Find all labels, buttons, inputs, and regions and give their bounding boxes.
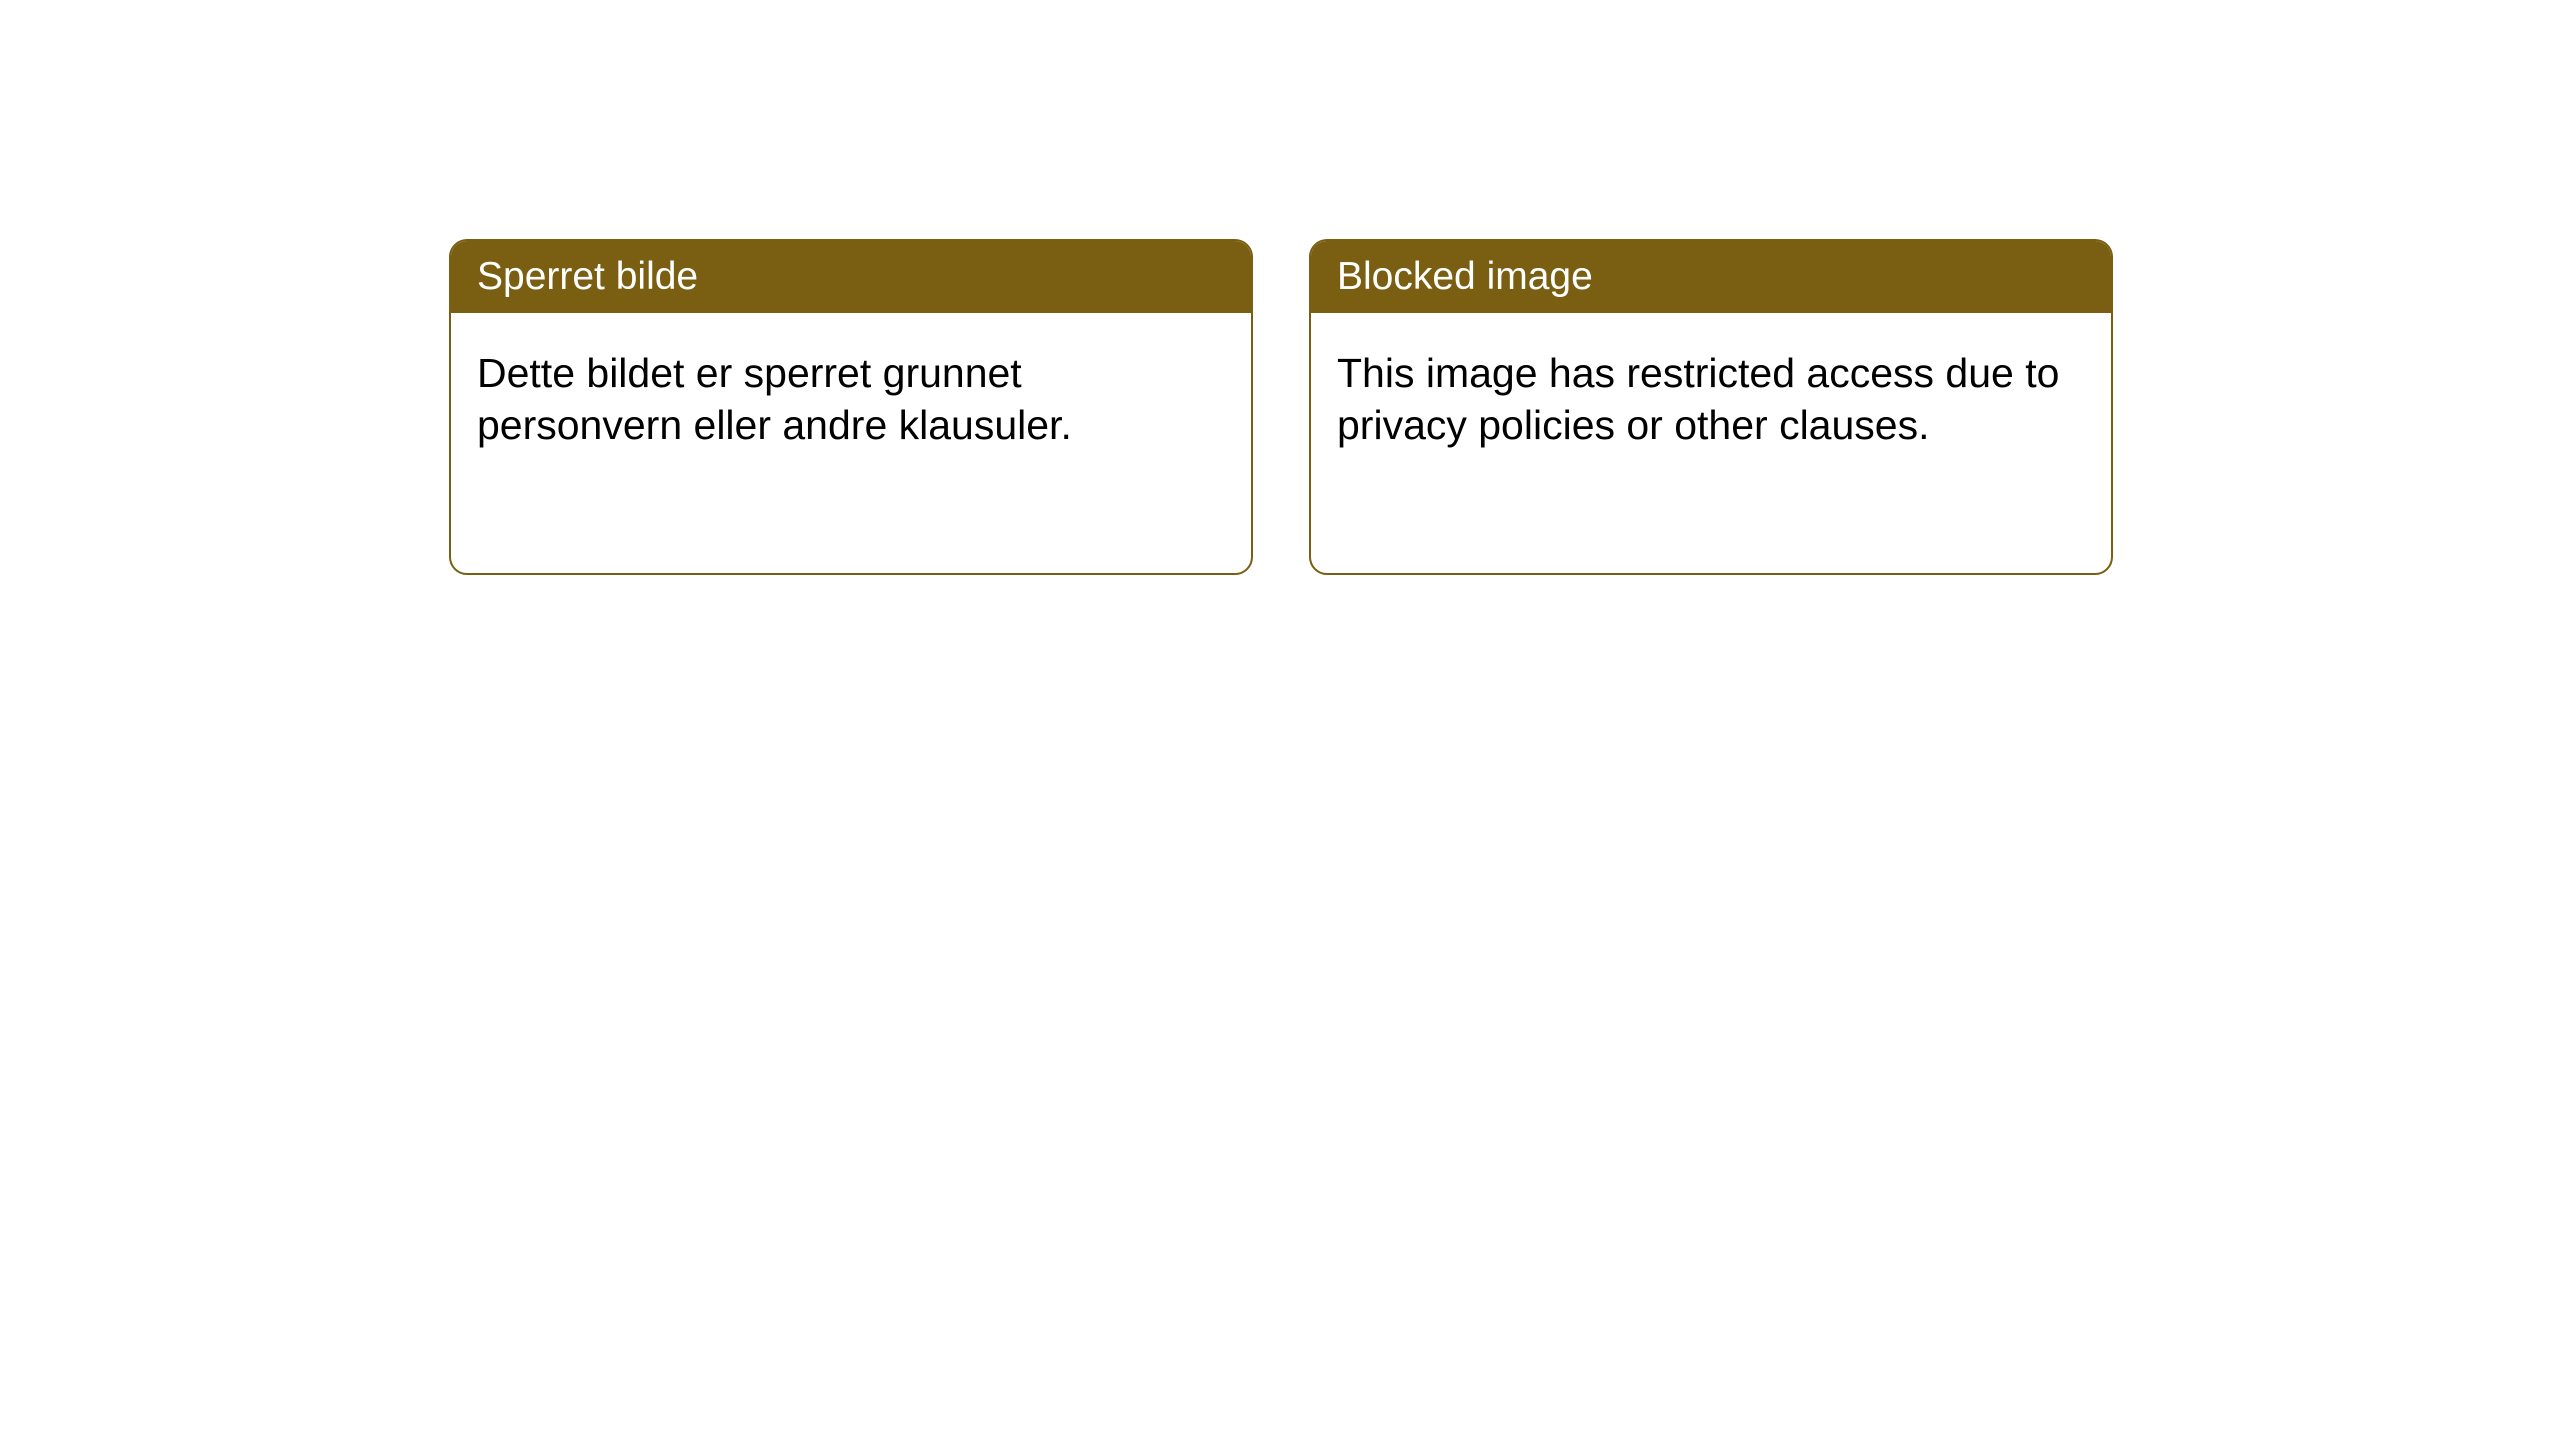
notice-body: This image has restricted access due to … xyxy=(1311,313,2111,486)
notice-card-norwegian: Sperret bilde Dette bildet er sperret gr… xyxy=(449,239,1253,575)
notice-header: Blocked image xyxy=(1311,241,2111,313)
notice-card-english: Blocked image This image has restricted … xyxy=(1309,239,2113,575)
notice-container: Sperret bilde Dette bildet er sperret gr… xyxy=(449,239,2113,575)
notice-body: Dette bildet er sperret grunnet personve… xyxy=(451,313,1251,486)
notice-header: Sperret bilde xyxy=(451,241,1251,313)
